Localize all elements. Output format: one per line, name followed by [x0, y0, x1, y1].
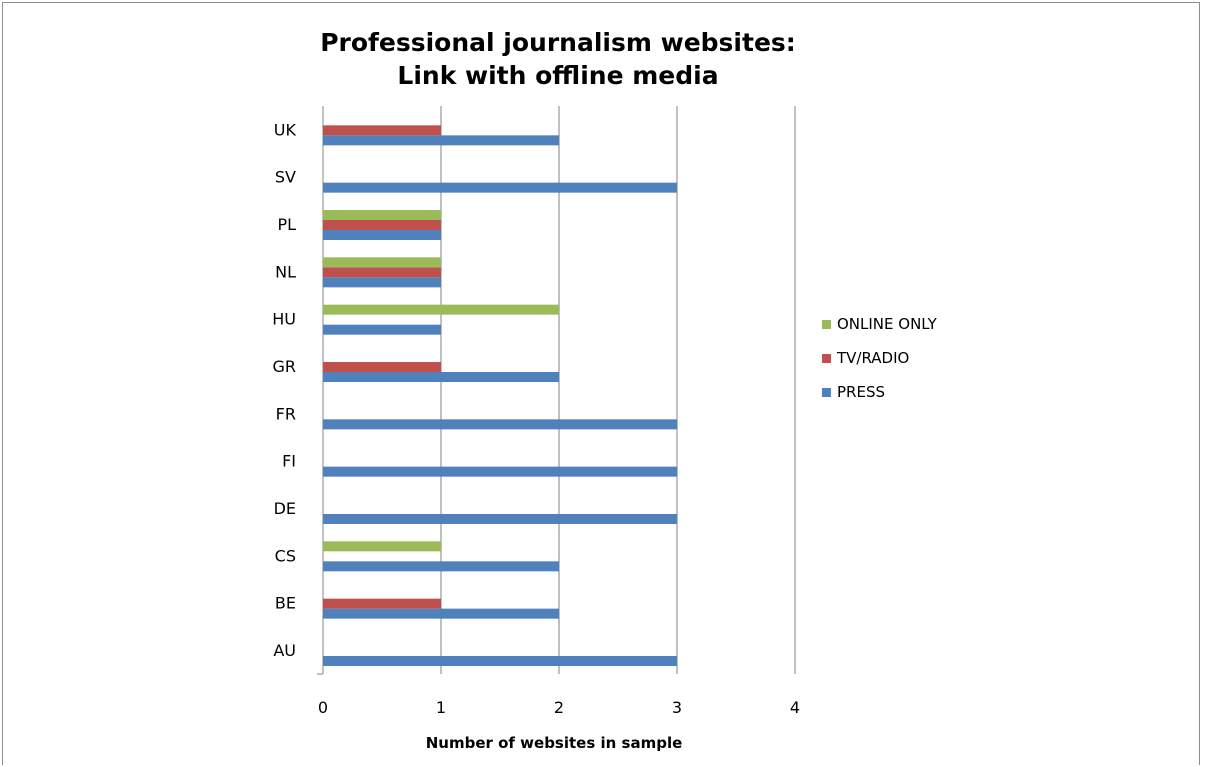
bar-uk-tv-radio: [323, 125, 441, 136]
legend-swatch-press: [822, 388, 831, 397]
bar-pl-tv-radio: [323, 220, 441, 230]
bar-hu-press: [323, 324, 441, 335]
y-tick-label: CS: [275, 546, 296, 565]
y-tick-label: SV: [275, 168, 296, 187]
legend: ONLINE ONLY TV/RADIO PRESS: [822, 315, 938, 401]
bar-nl-press: [323, 277, 441, 288]
y-tick-label: AU: [273, 641, 296, 660]
y-tick-label: BE: [275, 594, 296, 613]
bar-hu-online-only: [323, 304, 559, 315]
bar-cs-press: [323, 561, 559, 572]
bars: [323, 125, 677, 666]
y-tick-label: NL: [275, 262, 296, 281]
chart-title-line-2: Link with offline media: [397, 61, 718, 90]
bar-fr-press: [323, 419, 677, 430]
x-axis-label: Number of websites in sample: [426, 734, 683, 752]
bar-cs-online-only: [323, 541, 441, 552]
y-axis-tick-labels: AU BE CS DE FI FR GR HU NL PL SV UK: [272, 120, 296, 660]
legend-label: TV/RADIO: [836, 349, 909, 367]
bar-be-press: [323, 608, 559, 619]
x-tick-label: 3: [672, 698, 682, 717]
bar-pl-online-only: [323, 210, 441, 220]
bar-de-press: [323, 514, 677, 524]
legend-label: PRESS: [837, 383, 885, 401]
bar-be-tv-radio: [323, 598, 441, 609]
x-axis-tick-labels: 0 1 2 3 4: [318, 698, 800, 717]
x-tick-label: 4: [790, 698, 800, 717]
y-tick-label: PL: [277, 215, 296, 234]
bar-gr-press: [323, 372, 559, 382]
y-tick-label: DE: [274, 499, 296, 518]
legend-swatch-online-only: [822, 320, 831, 329]
x-tick-label: 1: [436, 698, 446, 717]
bar-fi-press: [323, 466, 677, 477]
y-tick-label: UK: [274, 120, 297, 139]
bar-uk-press: [323, 135, 559, 146]
bar-au-press: [323, 656, 677, 666]
bar-sv-press: [323, 182, 677, 193]
y-tick-label: HU: [272, 310, 296, 329]
y-tick-label: FI: [282, 452, 296, 471]
chart-title-line-1: Professional journalism websites:: [320, 28, 796, 57]
bar-gr-tv-radio: [323, 362, 441, 372]
y-tick-label: FR: [276, 404, 296, 423]
x-tick-label: 0: [318, 698, 328, 717]
y-tick-label: GR: [272, 357, 296, 376]
bar-pl-press: [323, 230, 441, 240]
bar-nl-online-only: [323, 257, 441, 268]
legend-label: ONLINE ONLY: [837, 315, 938, 333]
gridlines: [317, 106, 796, 675]
x-tick-label: 2: [554, 698, 564, 717]
bar-nl-tv-radio: [323, 267, 441, 278]
legend-swatch-tv-radio: [822, 354, 831, 363]
